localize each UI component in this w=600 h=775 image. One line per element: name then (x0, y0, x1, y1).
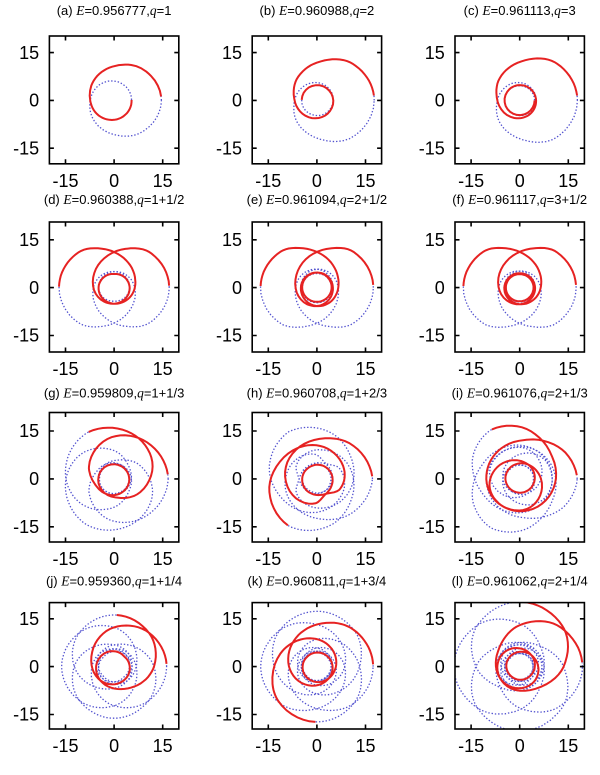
svg-text:0: 0 (232, 91, 242, 111)
svg-text:0: 0 (109, 171, 119, 191)
svg-text:0: 0 (232, 657, 242, 677)
svg-text:-15: -15 (13, 517, 39, 537)
svg-text:0: 0 (435, 657, 445, 677)
svg-text:-15: -15 (458, 171, 484, 191)
svg-text:0: 0 (515, 171, 525, 191)
svg-text:-15: -15 (255, 171, 281, 191)
svg-text:0: 0 (435, 278, 445, 298)
svg-text:15: 15 (19, 609, 39, 629)
svg-text:0: 0 (109, 736, 119, 756)
svg-text:15: 15 (355, 736, 375, 756)
svg-text:0: 0 (515, 549, 525, 569)
svg-text:-15: -15 (458, 359, 484, 379)
svg-text:15: 15 (153, 359, 173, 379)
svg-text:15: 15 (558, 549, 578, 569)
svg-text:0: 0 (29, 469, 39, 489)
svg-text:-15: -15 (13, 326, 39, 346)
svg-text:0: 0 (29, 657, 39, 677)
svg-text:-15: -15 (52, 549, 78, 569)
svg-text:-15: -15 (216, 138, 242, 158)
svg-text:-15: -15 (13, 705, 39, 725)
svg-text:-15: -15 (419, 138, 445, 158)
svg-text:0: 0 (312, 171, 322, 191)
svg-text:(l) E=0.961062,q=2+1/4: (l) E=0.961062,q=2+1/4 (452, 574, 588, 589)
svg-text:15: 15 (222, 43, 242, 63)
svg-text:(f) E=0.961117,q=3+1/2: (f) E=0.961117,q=3+1/2 (452, 192, 587, 207)
svg-text:0: 0 (515, 359, 525, 379)
svg-text:(d) E=0.960388,q=1+1/2: (d) E=0.960388,q=1+1/2 (44, 192, 184, 207)
svg-text:0: 0 (232, 278, 242, 298)
svg-text:0: 0 (435, 91, 445, 111)
svg-text:15: 15 (222, 421, 242, 441)
svg-text:0: 0 (232, 469, 242, 489)
svg-text:0: 0 (29, 278, 39, 298)
svg-text:15: 15 (558, 359, 578, 379)
svg-text:-15: -15 (419, 517, 445, 537)
svg-text:0: 0 (312, 549, 322, 569)
svg-text:15: 15 (355, 549, 375, 569)
svg-text:15: 15 (425, 230, 445, 250)
svg-text:-15: -15 (458, 549, 484, 569)
svg-text:0: 0 (312, 359, 322, 379)
svg-text:(i) E=0.961076,q=2+1/3: (i) E=0.961076,q=2+1/3 (452, 386, 588, 401)
svg-text:15: 15 (19, 421, 39, 441)
svg-text:-15: -15 (255, 359, 281, 379)
svg-text:15: 15 (425, 421, 445, 441)
svg-text:0: 0 (29, 91, 39, 111)
svg-text:(b) E=0.960988,q=2: (b) E=0.960988,q=2 (260, 3, 375, 18)
svg-text:15: 15 (153, 736, 173, 756)
svg-text:-15: -15 (52, 171, 78, 191)
svg-text:-15: -15 (255, 549, 281, 569)
svg-text:15: 15 (222, 230, 242, 250)
svg-text:15: 15 (558, 171, 578, 191)
svg-text:-15: -15 (52, 736, 78, 756)
svg-text:0: 0 (312, 736, 322, 756)
svg-text:-15: -15 (216, 517, 242, 537)
svg-text:15: 15 (19, 43, 39, 63)
svg-text:-15: -15 (419, 326, 445, 346)
svg-text:(j) E=0.959360,q=1+1/4: (j) E=0.959360,q=1+1/4 (46, 574, 182, 589)
svg-text:0: 0 (109, 359, 119, 379)
svg-text:15: 15 (153, 171, 173, 191)
svg-text:0: 0 (435, 469, 445, 489)
svg-text:(g) E=0.959809,q=1+1/3: (g) E=0.959809,q=1+1/3 (44, 386, 184, 401)
svg-text:(a) E=0.956777,q=1: (a) E=0.956777,q=1 (57, 3, 172, 18)
svg-text:-15: -15 (255, 736, 281, 756)
svg-text:15: 15 (222, 609, 242, 629)
svg-text:-15: -15 (419, 705, 445, 725)
svg-text:-15: -15 (216, 705, 242, 725)
svg-text:15: 15 (153, 549, 173, 569)
svg-text:0: 0 (515, 736, 525, 756)
svg-text:15: 15 (355, 171, 375, 191)
svg-text:-15: -15 (13, 138, 39, 158)
svg-text:15: 15 (425, 43, 445, 63)
svg-text:(h) E=0.960708,q=1+2/3: (h) E=0.960708,q=1+2/3 (247, 386, 387, 401)
svg-text:(e) E=0.961094,q=2+1/2: (e) E=0.961094,q=2+1/2 (247, 192, 387, 207)
svg-text:(k) E=0.960811,q=1+3/4: (k) E=0.960811,q=1+3/4 (248, 574, 387, 589)
svg-text:15: 15 (558, 736, 578, 756)
svg-text:15: 15 (355, 359, 375, 379)
svg-text:-15: -15 (458, 736, 484, 756)
svg-text:-15: -15 (216, 326, 242, 346)
svg-text:(c) E=0.961113,q=3: (c) E=0.961113,q=3 (464, 3, 576, 18)
svg-text:15: 15 (425, 609, 445, 629)
svg-text:0: 0 (109, 549, 119, 569)
svg-text:15: 15 (19, 230, 39, 250)
svg-text:-15: -15 (52, 359, 78, 379)
